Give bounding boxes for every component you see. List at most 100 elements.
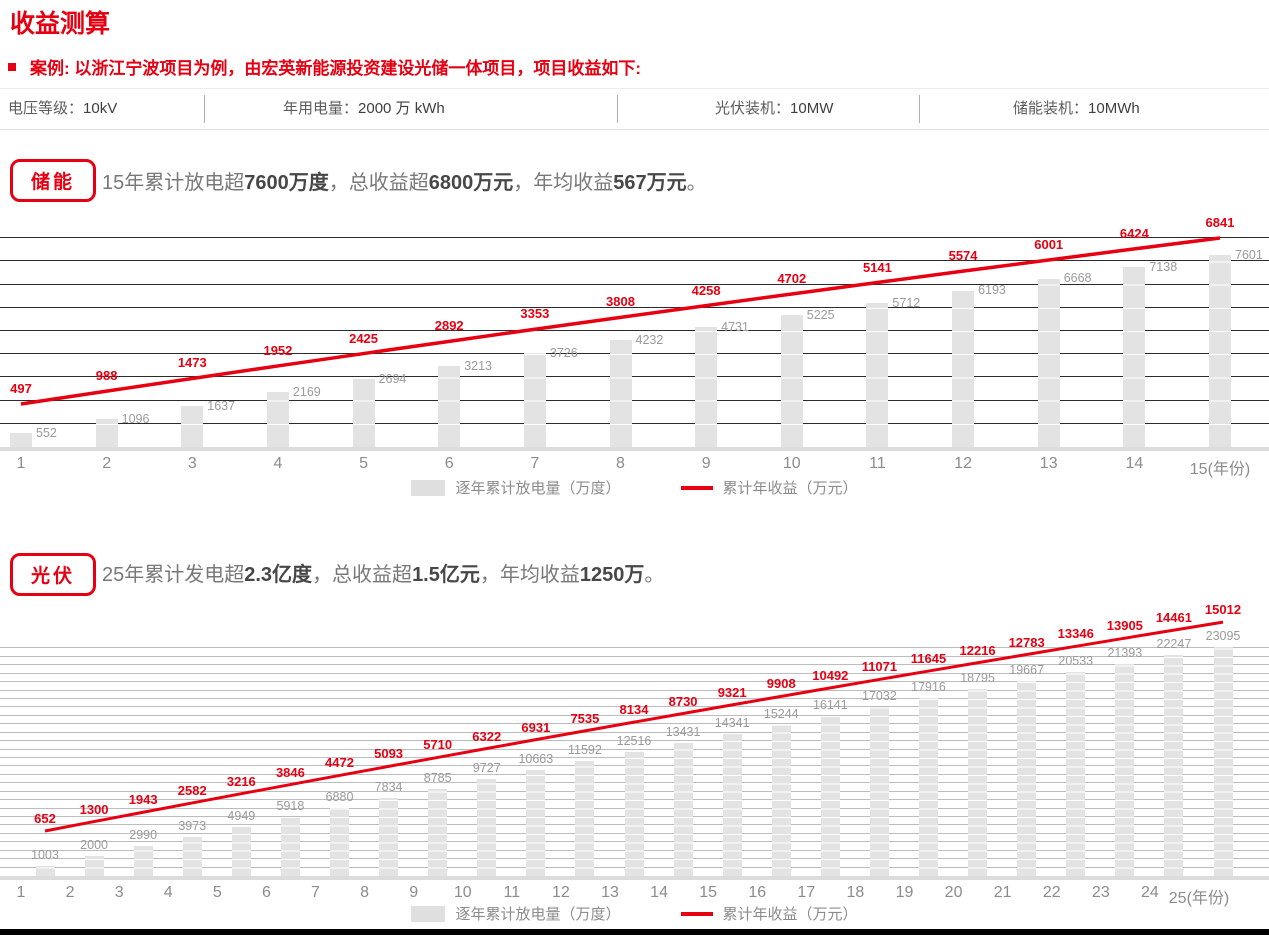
case-note: 案例: 以浙江宁波项目为例，由宏英新能源投资建设光储一体项目，项目收益如下: (30, 59, 642, 78)
line-value-label: 6001 (1034, 236, 1064, 252)
bullet-square-icon (8, 63, 16, 71)
line-value-label: 14461 (1155, 610, 1192, 626)
line-value-label: 988 (95, 368, 118, 384)
x-tick-4: 4 (273, 455, 283, 472)
line-value-label: 3216 (226, 773, 256, 789)
bar-value-label: 3973 (178, 818, 207, 833)
gridline (0, 260, 1269, 262)
bar-year-5 (352, 378, 375, 447)
x-tick-5: 5 (359, 455, 369, 472)
bar-year-23 (1115, 663, 1135, 876)
line-value-label: 13905 (1106, 618, 1143, 634)
line-value-label: 9908 (766, 676, 796, 692)
bar-value-label: 10663 (518, 752, 554, 767)
desc-segment: 。 (686, 172, 707, 194)
line-value-label: 497 (10, 381, 32, 397)
desc-segment: ，总收益超 (328, 172, 429, 194)
x-tick-13: 13 (601, 884, 619, 901)
line-value-label: 6322 (472, 728, 502, 744)
bar-value-label: 1003 (31, 848, 59, 863)
bar-value-label: 11592 (567, 742, 602, 757)
info-bar: 电压等级：10kV 年用电量：2000 万 kWh 光伏装机：10MW 储能装机… (0, 88, 1269, 130)
page-title: 收益测算 (10, 10, 111, 38)
bar-value-label: 17032 (862, 688, 897, 703)
bar-value-label: 1637 (207, 398, 236, 413)
bar-value-label: 8785 (423, 770, 452, 785)
bar-year-5 (231, 826, 251, 876)
line-value-label: 3808 (606, 294, 635, 310)
x-tick-1: 1 (16, 884, 26, 901)
gridline (0, 697, 1269, 699)
bar-swatch-icon (411, 479, 446, 496)
line-value-label: 11645 (910, 651, 947, 667)
x-tick-9: 9 (701, 455, 711, 472)
gridline (0, 706, 1269, 708)
bar-year-16 (771, 724, 791, 876)
bar-value-label: 15244 (763, 706, 799, 721)
x-tick-8: 8 (360, 884, 370, 901)
line-value-label: 1952 (263, 342, 293, 358)
bar-year-14 (673, 742, 693, 876)
desc-segment: 567万元 (613, 172, 687, 194)
line-value-label: 13346 (1057, 626, 1094, 642)
bar-year-24 (1164, 655, 1184, 876)
line-value-label: 1473 (177, 355, 207, 371)
bar-year-13 (1037, 278, 1060, 447)
x-axis-line (0, 876, 1269, 880)
bar-value-label: 9727 (472, 761, 501, 776)
bar-value-label: 4232 (635, 333, 664, 348)
desc-segment: 2.3亿度 (244, 564, 313, 586)
bar-value-label: 3726 (549, 345, 578, 360)
bar-year-10 (780, 314, 803, 447)
line-swatch-icon (680, 911, 713, 916)
bar-year-14 (1123, 266, 1146, 447)
desc-segment: 。 (644, 564, 665, 586)
legend-label: 逐年累计放电量（万度） (455, 480, 621, 497)
legend-item-bar: 逐年累计放电量（万度） (411, 477, 621, 498)
x-tick-15: 15(年份) (1189, 461, 1251, 478)
section-desc-storage: 15年累计放电超7600万度，总收益超6800万元，年均收益567万元。 (102, 166, 707, 195)
chart-pv-legend: 逐年累计放电量（万度） 累计年收益（万元） (0, 903, 1269, 924)
line-value-label: 5574 (948, 248, 978, 264)
desc-segment: ，总收益超 (312, 564, 413, 586)
desc-segment: 1.5亿元 (412, 564, 480, 586)
divider (919, 95, 920, 123)
bar-value-label: 6880 (325, 789, 354, 804)
bar-year-25 (1213, 646, 1233, 876)
x-tick-6: 6 (261, 884, 271, 901)
bar-year-10 (477, 779, 497, 876)
bar-year-13 (624, 751, 644, 876)
bar-value-label: 6668 (1063, 271, 1092, 286)
line-value-label: 3846 (275, 764, 305, 780)
bar-value-label: 21393 (1107, 645, 1143, 660)
bar-year-12 (575, 760, 595, 876)
bar-value-label: 1096 (121, 412, 150, 427)
desc-segment: 6800万元 (428, 172, 514, 194)
x-tick-1: 1 (16, 455, 26, 472)
line-value-label: 6424 (1119, 225, 1149, 241)
trend-line (44, 620, 1224, 833)
line-value-label: 11071 (861, 659, 898, 675)
line-value-label: 6931 (521, 719, 551, 735)
bar-value-label: 14341 (714, 715, 750, 730)
info-item-pv-capacity: 光伏装机：10MW (715, 100, 834, 117)
gridline (0, 330, 1269, 331)
x-tick-5: 5 (212, 884, 222, 901)
bar-year-2 (95, 419, 118, 447)
bar-year-6 (438, 365, 461, 447)
x-tick-19: 19 (895, 884, 914, 901)
x-tick-10: 10 (453, 884, 472, 901)
line-value-label: 4472 (325, 755, 354, 771)
line-value-label: 15012 (1204, 602, 1242, 618)
x-tick-14: 14 (650, 884, 668, 901)
legend-item-bar: 逐年累计放电量（万度） (411, 903, 621, 924)
line-value-label: 9321 (717, 684, 747, 700)
x-tick-11: 11 (503, 884, 521, 901)
line-value-label: 5093 (374, 746, 404, 762)
gridline (0, 306, 1269, 308)
bar-year-1 (35, 866, 55, 876)
line-value-label: 10492 (812, 667, 849, 683)
bar-value-label: 7834 (374, 780, 403, 795)
x-tick-15: 15 (699, 884, 718, 901)
info-item-voltage: 电压等级：10kV (8, 100, 118, 117)
